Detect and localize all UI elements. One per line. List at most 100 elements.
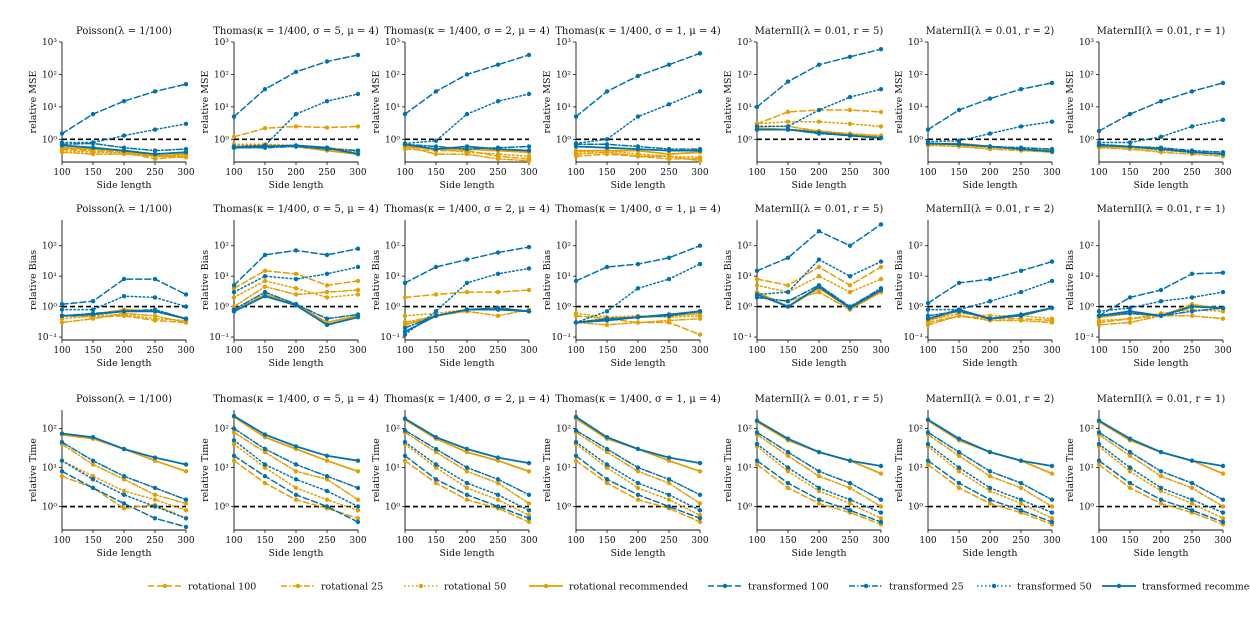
data-point [433,435,439,440]
data-point [666,492,672,497]
data-point [1049,80,1055,86]
y-axis-label: relative Time [894,438,905,502]
data-point [90,307,96,312]
x-tick-label: 250 [841,168,858,178]
data-point [402,428,408,433]
data-point [121,477,127,482]
x-tick-label: 100 [748,346,765,356]
data-point [785,124,791,129]
data-point [635,492,641,497]
data-point [925,307,931,312]
y-tick-label: 10² [737,242,752,252]
data-point [1158,501,1164,506]
data-point [1049,519,1055,525]
data-point [262,449,268,455]
data-point [355,91,361,97]
x-tick-label: 200 [458,536,475,546]
y-tick-label: 10⁰ [737,135,752,145]
data-point [152,497,158,502]
panel-r0-c3: Thomas(κ = 1/400, σ = 1, μ = 4) 10⁰ 10¹ 10²… [542,26,721,191]
legend-label: rotational 100 [188,582,256,593]
data-point [152,492,158,497]
data-point [1018,124,1024,129]
y-axis-label: relative Time [542,438,553,502]
x-tick-label: 150 [1121,346,1138,356]
data-point [847,133,853,138]
legend: rotational 100 rotational 25 rotational 50… [148,582,1250,593]
data-point [1127,449,1133,455]
data-point [262,274,268,279]
data-point [573,114,579,119]
data-point [402,453,408,458]
data-point [1127,316,1133,321]
data-point [402,416,408,421]
y-axis-label: relative Time [723,438,734,502]
data-point [697,501,703,506]
data-point [324,145,330,150]
data-point [1189,295,1195,300]
y-tick-label: 10⁻¹ [903,333,923,343]
data-point [152,504,158,509]
y-tick-label: 10¹ [214,464,229,474]
data-point [152,127,158,132]
y-tick-label: 10² [556,242,571,252]
data-point [293,477,299,482]
data-point [464,150,470,155]
y-tick-label: 10¹ [42,272,57,282]
data-point [1018,146,1024,152]
x-tick-label: 250 [1183,346,1200,356]
data-point [1049,320,1055,325]
y-tick-label: 10² [1079,425,1094,435]
y-tick-label: 10¹ [737,272,752,282]
y-tick-label: 10⁰ [908,303,923,313]
data-point [666,255,672,260]
data-point [526,492,532,497]
x-tick-label: 300 [520,536,537,546]
y-axis-label: relative MSE [894,70,905,133]
y-tick-label: 10¹ [1079,103,1094,113]
x-tick-label: 150 [779,536,796,546]
x-tick-label: 150 [84,536,101,546]
data-point [666,477,672,482]
x-tick-label: 250 [1012,168,1029,178]
data-point [1189,508,1195,513]
data-point [231,441,237,447]
data-point [231,134,237,139]
x-tick-label: 200 [115,168,132,178]
series-line-transformed-recommended [233,415,359,462]
data-point [324,474,330,479]
data-point [1018,289,1024,295]
x-axis-label: Side length [96,180,151,191]
data-point [59,302,65,307]
data-point [635,497,641,502]
x-tick-label: 100 [919,536,936,546]
data-point [433,446,439,452]
panel-title: Thomas(κ = 1/400, σ = 1, μ = 4) [555,26,721,37]
data-point [573,428,579,433]
x-tick-label: 100 [1090,168,1107,178]
data-point [785,304,791,309]
x-tick-label: 100 [919,346,936,356]
data-point [262,289,268,295]
x-tick-label: 150 [1121,536,1138,546]
x-tick-label: 250 [318,168,335,178]
panel-r1-c2: Thomas(κ = 1/400, σ = 2, μ = 4) 10⁻¹ 10⁰ 10… [371,204,550,369]
series-line-transformed-50 [927,280,1053,311]
series-line-transformed-50 [1098,291,1224,313]
data-point [956,138,962,143]
data-point [754,283,760,288]
data-point [402,280,408,286]
data-point [604,465,610,470]
data-point [878,124,884,129]
data-point [1018,485,1024,491]
data-point [355,287,361,293]
x-axis-label: Side length [439,358,494,369]
data-point [785,480,791,486]
data-point [1096,462,1102,467]
data-point [573,311,579,316]
x-tick-label: 100 [225,346,242,356]
x-tick-label: 200 [981,346,998,356]
data-point [355,124,361,129]
x-axis-label: Side length [610,358,665,369]
data-point [59,439,65,445]
